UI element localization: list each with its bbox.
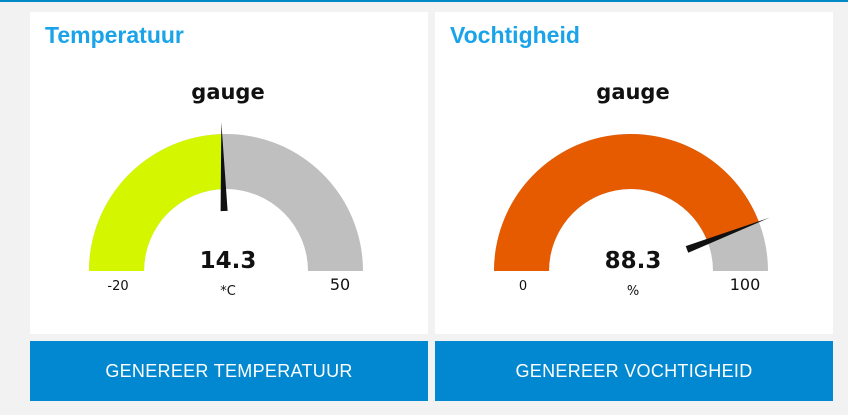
temperature-gauge-fill: [89, 134, 224, 271]
temperature-min-label: -20: [107, 279, 128, 294]
temperature-gauge: gauge 14.3 *C -20 50: [89, 80, 363, 299]
humidity-title: Vochtigheid: [450, 22, 580, 48]
temperature-unit: *C: [220, 284, 236, 299]
humidity-card: Vochtigheid gauge 88.3 % 0 100: [435, 12, 833, 334]
humidity-gauge-fill: [494, 134, 759, 271]
top-accent-line: [0, 0, 848, 2]
temperature-title: Temperatuur: [45, 22, 184, 48]
generate-temperature-button[interactable]: GENEREER TEMPERATUUR: [30, 341, 428, 401]
temperature-max-label: 50: [330, 275, 350, 294]
humidity-min-label: 0: [519, 279, 527, 294]
humidity-gauge-label: gauge: [596, 80, 669, 104]
temperature-card: Temperatuur gauge 14.3 *C -20 50: [30, 12, 428, 334]
humidity-gauge-needle: [685, 217, 771, 253]
humidity-unit: %: [627, 284, 639, 299]
humidity-max-label: 100: [730, 275, 761, 294]
temperature-value: 14.3: [200, 248, 257, 274]
temperature-gauge-needle: [220, 122, 228, 212]
humidity-gauge: gauge 88.3 % 0 100: [494, 80, 771, 299]
generate-humidity-button[interactable]: GENEREER VOCHTIGHEID: [435, 341, 833, 401]
humidity-value: 88.3: [605, 248, 662, 274]
temperature-gauge-label: gauge: [191, 80, 264, 104]
